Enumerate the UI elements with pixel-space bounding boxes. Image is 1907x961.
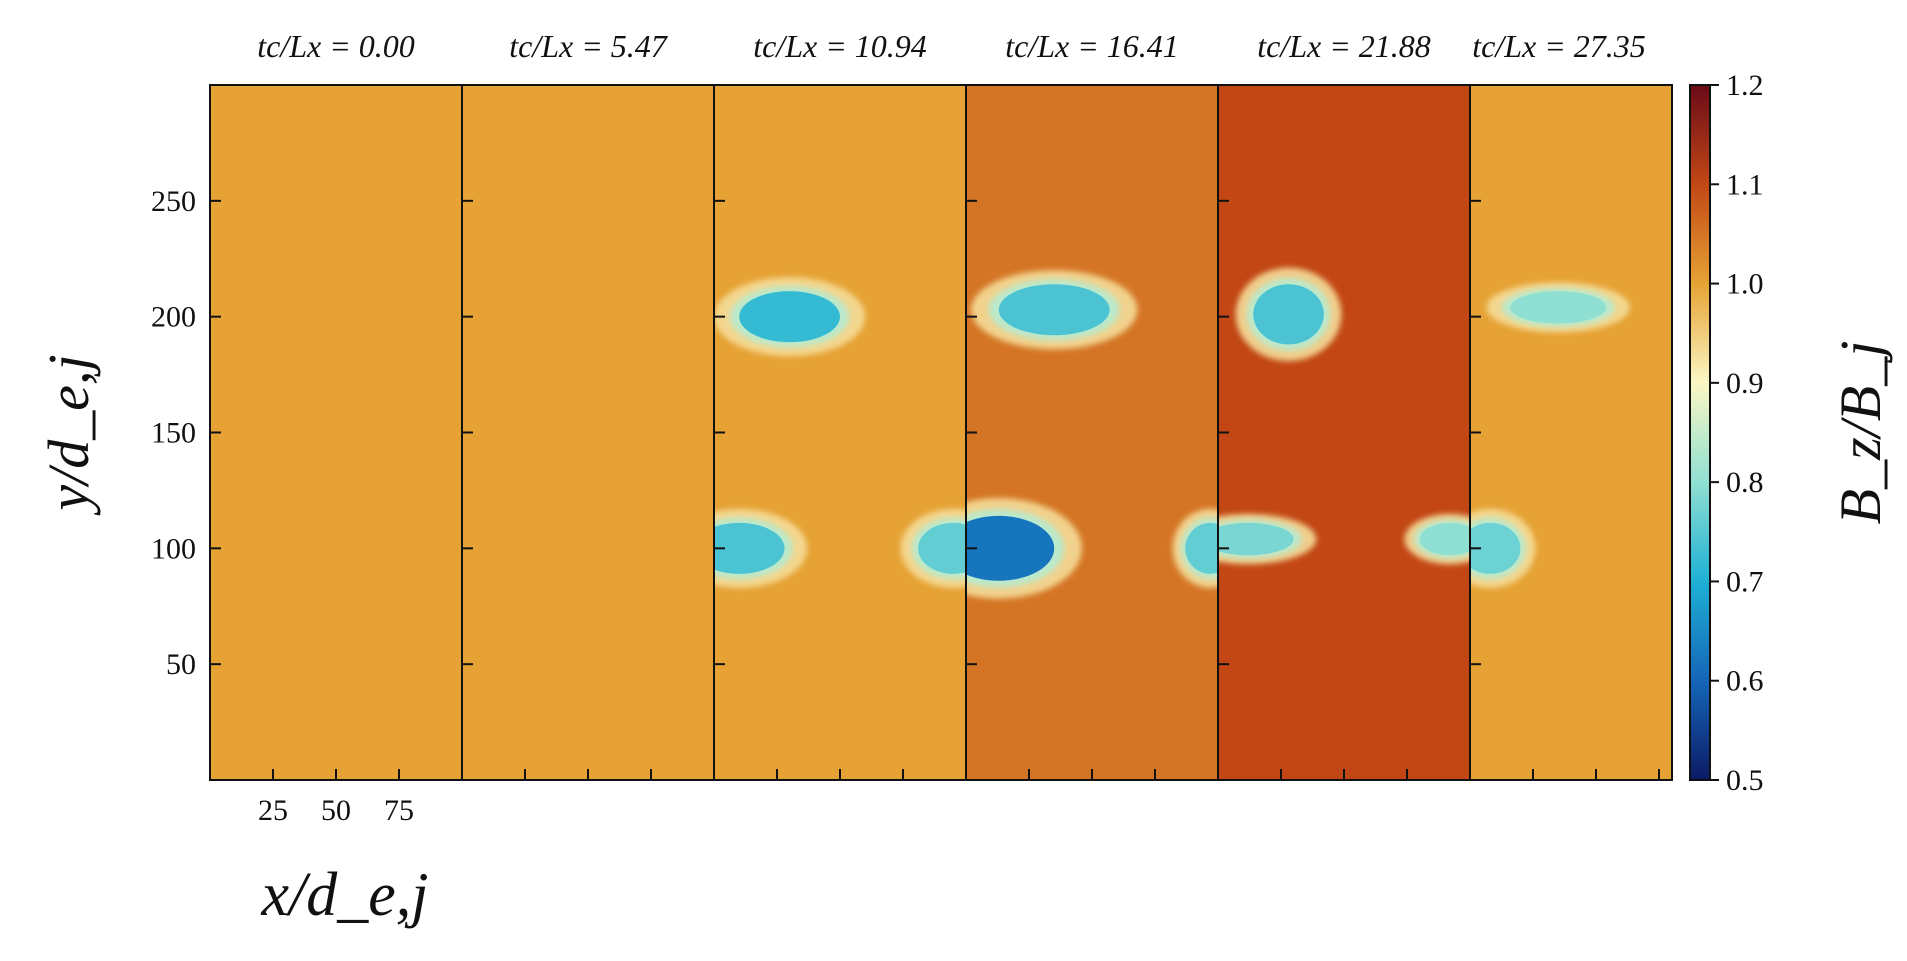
vortex-4 [966,498,1082,599]
panel-title: tc/Lx = 27.35 [1472,28,1646,64]
panel-3 [966,85,1218,780]
colorbar-gradient [1689,84,1711,781]
colorbar-tick-label: 0.8 [1726,466,1764,499]
y-tick-label: 50 [166,648,196,681]
vortex-core [1185,522,1218,574]
panel-title: tc/Lx = 5.47 [509,28,669,64]
y-axis-label: y/d_e,j [36,354,101,515]
colorbar-tick-label: 1.2 [1726,69,1764,102]
x-tick-label: 75 [384,794,414,827]
vortex-0 [714,277,866,357]
x-tick-label: 25 [258,794,288,827]
panel-title: tc/Lx = 16.41 [1005,28,1179,64]
y-tick-label: 200 [151,301,196,334]
vortex-core [739,291,840,343]
panel-4 [1218,85,1470,780]
colorbar-tick-label: 0.9 [1726,367,1764,400]
panel-titles-layer: tc/Lx = 0.00 tc/Lx = 5.47 tc/Lx = 10.94 tc/… [257,28,1646,64]
colorbar-tick-label: 1.1 [1726,168,1764,201]
panel-2 [714,85,966,780]
vortex-core [1510,291,1607,324]
vortex-core [1218,522,1294,556]
vortex-10 [1470,508,1536,588]
colorbar-label: B_z/B_j [1828,341,1893,525]
colorbar-tick-label: 0.5 [1726,764,1764,797]
vortex-core [1470,522,1521,574]
panel-5 [1470,85,1672,780]
panel-background [210,85,462,780]
panel-background [714,85,966,780]
panels-layer [210,85,1672,780]
colorbar-tick-label: 0.6 [1726,665,1764,698]
x-tick-label: 50 [321,794,351,827]
vortex-core [966,515,1055,581]
panel-title: tc/Lx = 0.00 [257,28,415,64]
vortex-core [714,522,785,574]
panel-1 [462,85,714,780]
panel-title: tc/Lx = 21.88 [1257,28,1431,64]
colorbar: 0.5 0.6 0.7 0.8 0.9 1.0 1.1 1.2 B_z/B_j [1689,69,1893,797]
vortex-8 [1404,513,1470,565]
colorbar-tick-label: 1.0 [1726,268,1764,301]
x-axis-label: x/d_e,j [261,861,429,929]
panel-0 [210,85,462,780]
panel-background [966,85,1218,780]
y-tick-label: 250 [151,185,196,218]
panel-background [1218,85,1470,780]
axes-layer: 50 100 150 200 250 25 50 75 x/d_e,j y/d_e,j [36,84,1673,929]
vortex-2 [900,508,966,588]
vortex-core [1253,284,1324,345]
vortex-7 [1218,513,1317,565]
vortex-6 [1235,267,1342,362]
vortex-core [998,284,1110,336]
panel-background [462,85,714,780]
vortex-9 [1486,282,1631,333]
y-tick-label: 150 [151,417,196,450]
vortex-core [918,522,966,574]
y-tick-label: 100 [151,532,196,565]
vortex-5 [1172,508,1218,588]
panel-title: tc/Lx = 10.94 [753,28,927,64]
vortex-3 [971,270,1138,350]
vortex-1 [714,508,808,588]
vortex-core [1419,522,1470,556]
colorbar-tick-label: 0.7 [1726,565,1764,598]
panel-background [1470,85,1672,780]
